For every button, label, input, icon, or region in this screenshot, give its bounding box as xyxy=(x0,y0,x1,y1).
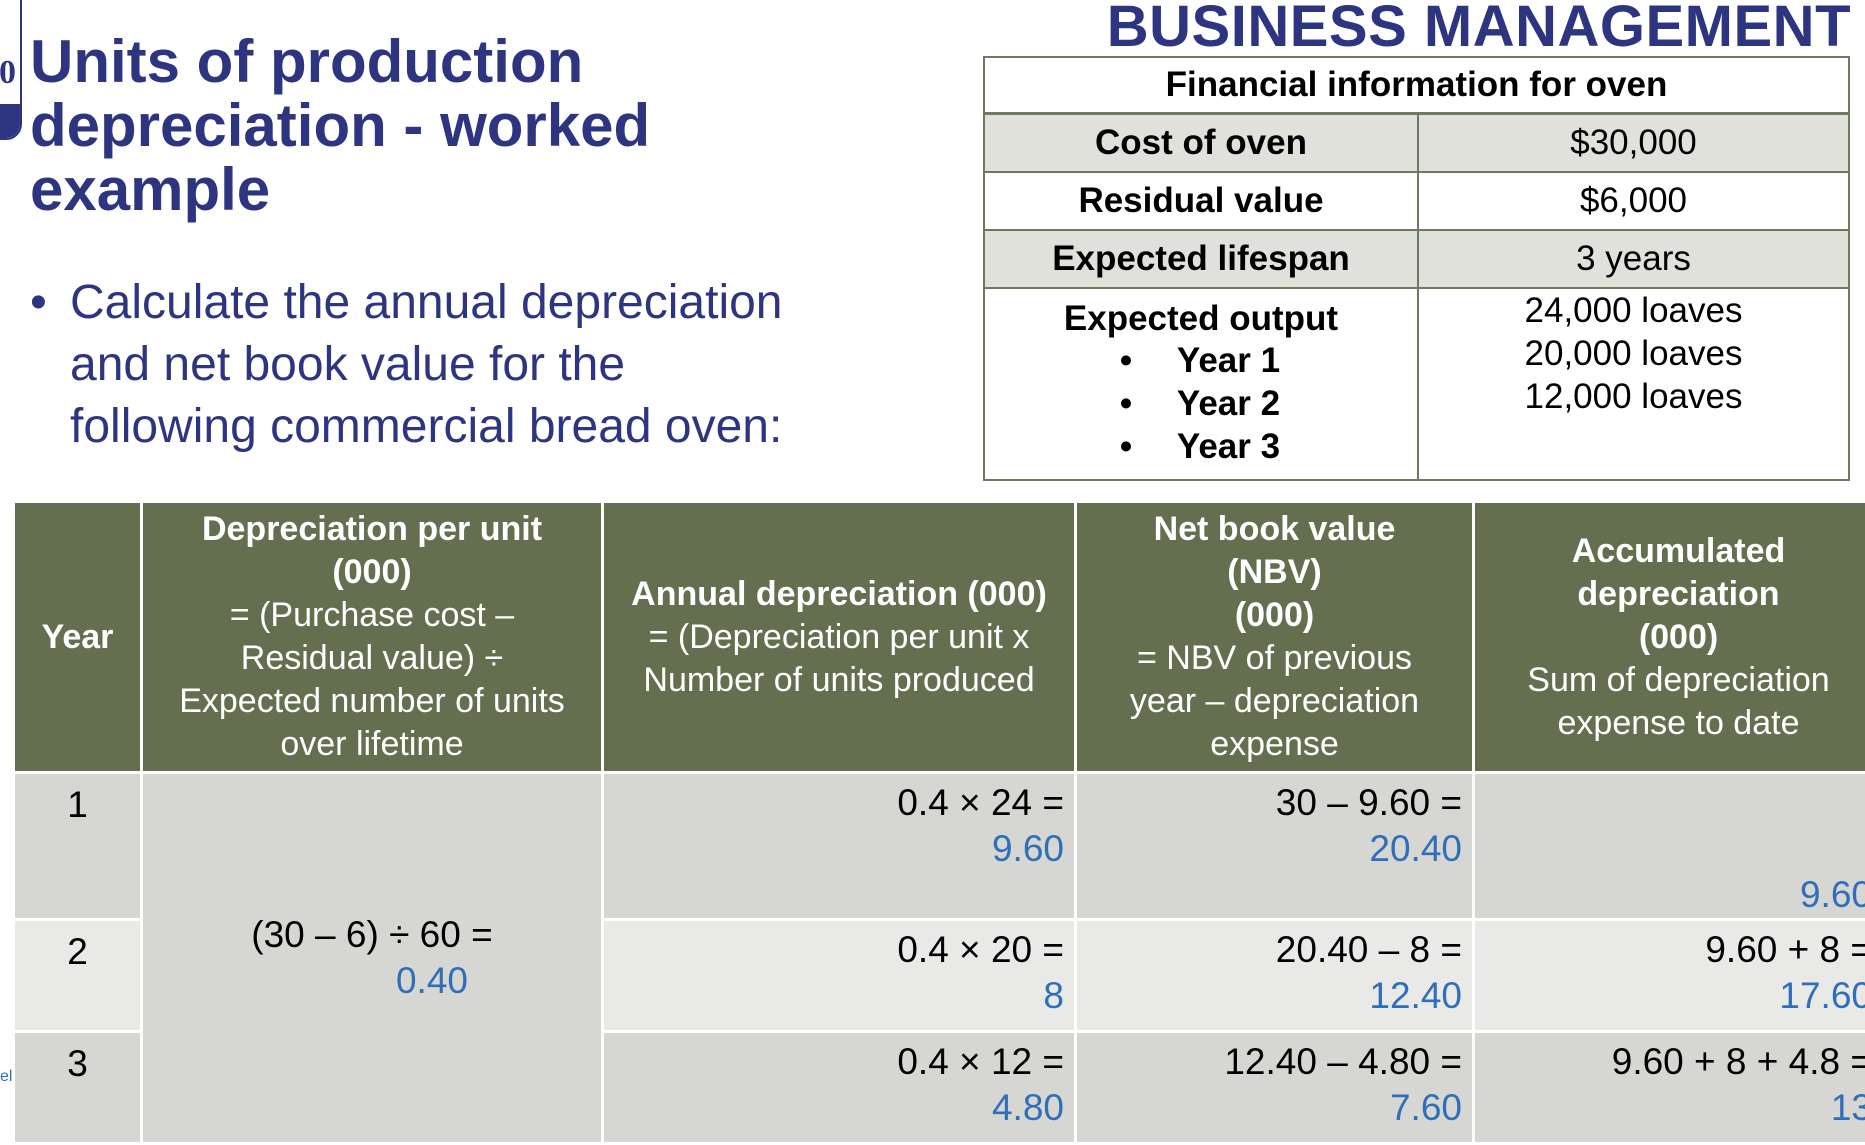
cell-text: 12.40 – 4.80 = xyxy=(1224,1041,1462,1082)
cell-text: over lifetime xyxy=(280,725,463,763)
info-value: $30,000 xyxy=(1418,114,1849,173)
output-value: 24,000 loaves xyxy=(1419,289,1848,332)
accum-cell: 9.60 xyxy=(1474,773,1865,920)
cell-text: 20.40 – 8 = xyxy=(1276,929,1462,970)
cell-text: Annual depreciation (000) xyxy=(631,575,1047,613)
cell-text: 4.80 xyxy=(614,1085,1064,1131)
brand-heading: BUSINESS MANAGEMENT xyxy=(1107,0,1851,58)
cell-text: Residual value) ÷ xyxy=(241,639,503,677)
title-line: depreciation - worked xyxy=(30,94,650,158)
intro-line: Calculate the annual depreciation xyxy=(70,272,850,334)
output-year: Year 3 xyxy=(1122,425,1280,468)
cell-text: expense to date xyxy=(1558,704,1800,742)
cell-text: Net book value xyxy=(1154,510,1396,548)
depreciation-table: Year Depreciation per unit (000) = (Purch… xyxy=(12,500,1865,1145)
cell-text: (000) xyxy=(1235,596,1314,634)
year-cell: 2 xyxy=(14,920,142,1032)
header-per-unit: Depreciation per unit (000) = (Purchase c… xyxy=(142,502,603,773)
output-values-cell: 24,000 loaves 20,000 loaves 12,000 loave… xyxy=(1418,288,1849,480)
title-line: example xyxy=(30,158,650,222)
info-row: Residual value$6,000 xyxy=(984,172,1849,230)
info-row-output: Expected output Year 1 Year 2 Year 3 24,… xyxy=(984,288,1849,480)
accum-cell: 9.60 + 8 =17.60 xyxy=(1474,920,1865,1032)
accum-cell: 9.60 + 8 + 4.8 =13 xyxy=(1474,1032,1865,1144)
cell-text: 9.60 xyxy=(614,826,1064,872)
info-value: 3 years xyxy=(1418,230,1849,288)
cell-text: Depreciation per unit xyxy=(202,510,542,548)
cell-text: 12.40 xyxy=(1087,973,1462,1019)
output-label-cell: Expected output Year 1 Year 2 Year 3 xyxy=(984,288,1418,480)
cell-text: 9.60 + 8 = xyxy=(1705,929,1865,970)
per-unit-result: 0.40 xyxy=(153,958,591,1004)
cell-text: Expected number of units xyxy=(179,682,565,720)
cell-text: Accumulated xyxy=(1572,532,1786,570)
financial-info-table: Financial information for oven Cost of o… xyxy=(983,56,1850,481)
header-nbv: Net book value (NBV) (000) = NBV of previo… xyxy=(1076,502,1474,773)
nbv-cell: 20.40 – 8 =12.40 xyxy=(1076,920,1474,1032)
bullet-icon: • xyxy=(30,272,47,334)
output-value: 12,000 loaves xyxy=(1419,375,1848,418)
per-unit-expr: (30 – 6) ÷ 60 = xyxy=(251,914,492,955)
nbv-cell: 30 – 9.60 =20.40 xyxy=(1076,773,1474,920)
cell-text: Number of units produced xyxy=(643,661,1034,699)
info-label: Residual value xyxy=(984,172,1418,230)
cell-text: Sum of depreciation xyxy=(1527,661,1829,699)
cell-text: 0.4 × 24 = xyxy=(897,782,1064,823)
cell-text: expense xyxy=(1210,725,1339,763)
table-row: 1 (30 – 6) ÷ 60 = 0.40 0.4 × 24 =9.60 30… xyxy=(14,773,1865,920)
cell-text: (000) xyxy=(332,553,411,591)
output-year: Year 2 xyxy=(1122,382,1280,425)
logo-badge: 0 xyxy=(0,0,22,140)
annual-cell: 0.4 × 20 =8 xyxy=(603,920,1076,1032)
annual-cell: 0.4 × 12 =4.80 xyxy=(603,1032,1076,1144)
cell-text: = (Purchase cost – xyxy=(230,596,514,634)
title-line: Units of production xyxy=(30,30,650,94)
year-cell: 1 xyxy=(14,773,142,920)
cell-text: year – depreciation xyxy=(1130,682,1419,720)
info-value: $6,000 xyxy=(1418,172,1849,230)
footer-fragment: el xyxy=(0,1068,12,1086)
cell-text: 17.60 xyxy=(1485,973,1865,1019)
cell-text: Year xyxy=(42,618,114,656)
cell-text: 7.60 xyxy=(1087,1085,1462,1131)
cell-text: 30 – 9.60 = xyxy=(1276,782,1462,823)
cell-text: 0.4 × 12 = xyxy=(897,1041,1064,1082)
info-label: Expected output xyxy=(985,299,1417,339)
cell-text: 9.60 + 8 + 4.8 = xyxy=(1612,1041,1865,1082)
header-annual: Annual depreciation (000) = (Depreciatio… xyxy=(603,502,1076,773)
intro-line: following commercial bread oven: xyxy=(70,396,850,458)
info-label: Cost of oven xyxy=(984,114,1418,173)
output-year: Year 1 xyxy=(1122,339,1280,382)
header-accumulated: Accumulated depreciation (000) Sum of depr… xyxy=(1474,502,1865,773)
cell-text: 20.40 xyxy=(1087,826,1462,872)
cell-text: 0.4 × 20 = xyxy=(897,929,1064,970)
nbv-cell: 12.40 – 4.80 =7.60 xyxy=(1076,1032,1474,1144)
intro-bullet: • Calculate the annual depreciation and … xyxy=(30,272,850,458)
cell-text: (NBV) xyxy=(1227,553,1321,591)
annual-cell: 0.4 × 24 =9.60 xyxy=(603,773,1076,920)
cell-text: = NBV of previous xyxy=(1137,639,1412,677)
intro-line: and net book value for the xyxy=(70,334,850,396)
output-value: 20,000 loaves xyxy=(1419,332,1848,375)
header-year: Year xyxy=(14,502,142,773)
cell-text: = (Depreciation per unit x xyxy=(649,618,1030,656)
info-label: Expected lifespan xyxy=(984,230,1418,288)
page-title: Units of production depreciation - worke… xyxy=(30,30,650,222)
cell-text: 9.60 xyxy=(1485,872,1865,918)
table-header-row: Year Depreciation per unit (000) = (Purch… xyxy=(14,502,1865,773)
cell-text: 13 xyxy=(1485,1085,1865,1131)
per-unit-cell: (30 – 6) ÷ 60 = 0.40 xyxy=(142,773,603,1144)
cell-text: depreciation xyxy=(1577,575,1779,613)
cell-text: (000) xyxy=(1639,618,1718,656)
year-cell: 3 xyxy=(14,1032,142,1144)
info-table-title: Financial information for oven xyxy=(984,57,1849,114)
info-row: Cost of oven$30,000 xyxy=(984,114,1849,173)
output-year-list: Year 1 Year 2 Year 3 xyxy=(1122,339,1280,468)
cell-text: 8 xyxy=(614,973,1064,1019)
